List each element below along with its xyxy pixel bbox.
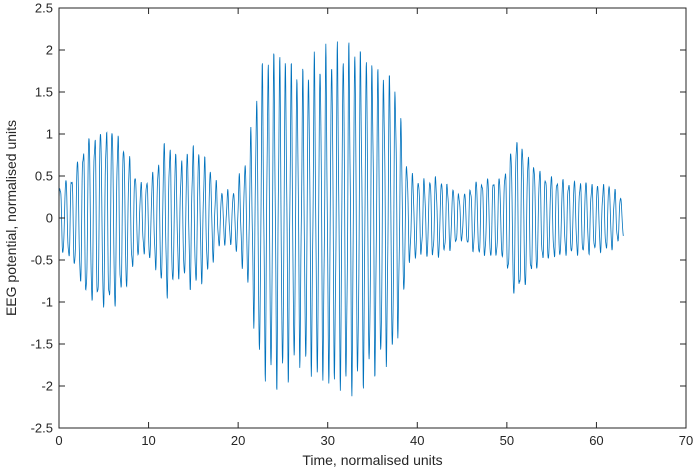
y-tick-label: 1 bbox=[46, 127, 53, 142]
x-tick-label: 20 bbox=[231, 433, 245, 448]
plot-frame bbox=[58, 7, 687, 429]
y-tick-label: 0 bbox=[46, 211, 53, 226]
axes-layer bbox=[58, 7, 687, 429]
x-tick-label: 10 bbox=[141, 433, 155, 448]
y-tick-label: -1.5 bbox=[31, 337, 53, 352]
x-tick-label: 70 bbox=[679, 433, 693, 448]
x-axis-label: Time, normalised units bbox=[302, 452, 442, 468]
series-layer bbox=[58, 41, 624, 397]
y-tick-label: 2 bbox=[46, 43, 53, 58]
y-tick-label: 1.5 bbox=[35, 85, 53, 100]
x-tick-label: 50 bbox=[500, 433, 514, 448]
y-tick-label: -2 bbox=[41, 379, 53, 394]
y-tick-label: -1 bbox=[41, 295, 53, 310]
y-tick-label: 0.5 bbox=[35, 169, 53, 184]
ticks-layer: 0 10 20 30 40 50 60 70 -2.5 -2 -1.5 -1 -0.5 0 0.5 1 1.5 2… bbox=[31, 1, 694, 449]
x-tick-label: 40 bbox=[410, 433, 424, 448]
y-tick-label: -0.5 bbox=[31, 253, 53, 268]
x-tick-label: 30 bbox=[320, 433, 334, 448]
y-tick-label: 2.5 bbox=[35, 1, 53, 16]
y-axis-label: EEG potential, normalised units bbox=[3, 120, 19, 316]
y-tick-label: -2.5 bbox=[31, 421, 53, 436]
x-tick-label: 60 bbox=[589, 433, 603, 448]
x-tick-label: 0 bbox=[55, 433, 62, 448]
eeg-trace-line bbox=[58, 41, 624, 397]
